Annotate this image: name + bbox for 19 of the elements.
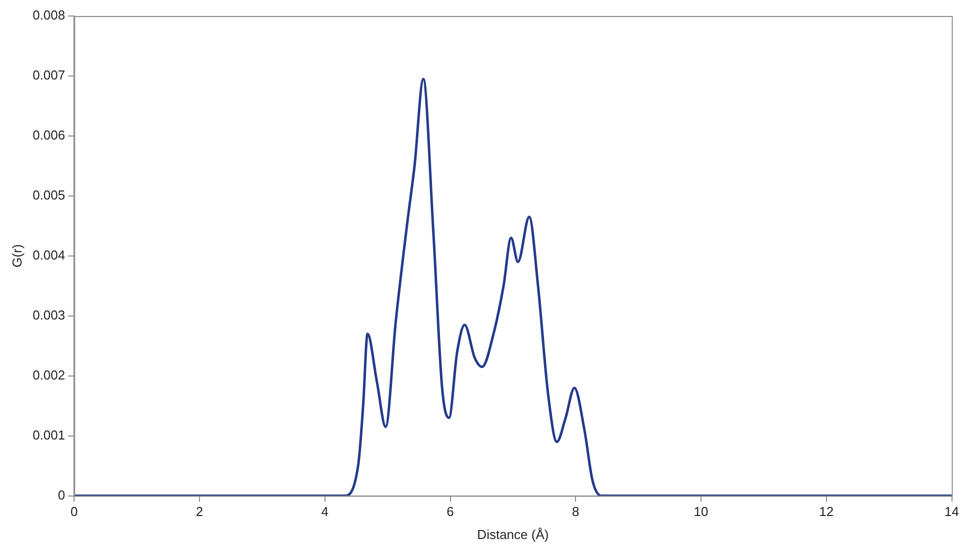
x-tick-label: 4 bbox=[321, 504, 329, 520]
y-tick-label: 0.003 bbox=[32, 307, 66, 322]
y-tick-label: 0.005 bbox=[32, 188, 66, 203]
y-tick-label: 0 bbox=[58, 487, 66, 502]
x-tick-label: 12 bbox=[819, 504, 834, 520]
x-tick-label: 14 bbox=[944, 504, 960, 520]
x-tick-label: 8 bbox=[572, 504, 580, 520]
y-tick-label: 0.004 bbox=[32, 247, 66, 262]
y-tick-label: 0.001 bbox=[32, 427, 66, 442]
x-tick-label: 2 bbox=[196, 504, 204, 520]
y-tick-label: 0.007 bbox=[32, 68, 66, 83]
x-tick-label: 10 bbox=[694, 504, 708, 520]
x-axis-title: Distance (Å) bbox=[477, 526, 549, 542]
y-tick-label: 0.002 bbox=[32, 367, 66, 382]
y-tick-label: 0.006 bbox=[32, 128, 66, 143]
x-tick-label: 0 bbox=[70, 504, 78, 520]
y-tick-label: 0.008 bbox=[32, 8, 66, 23]
y-axis-title: G(r) bbox=[9, 244, 24, 268]
x-tick-label: 6 bbox=[446, 504, 454, 520]
